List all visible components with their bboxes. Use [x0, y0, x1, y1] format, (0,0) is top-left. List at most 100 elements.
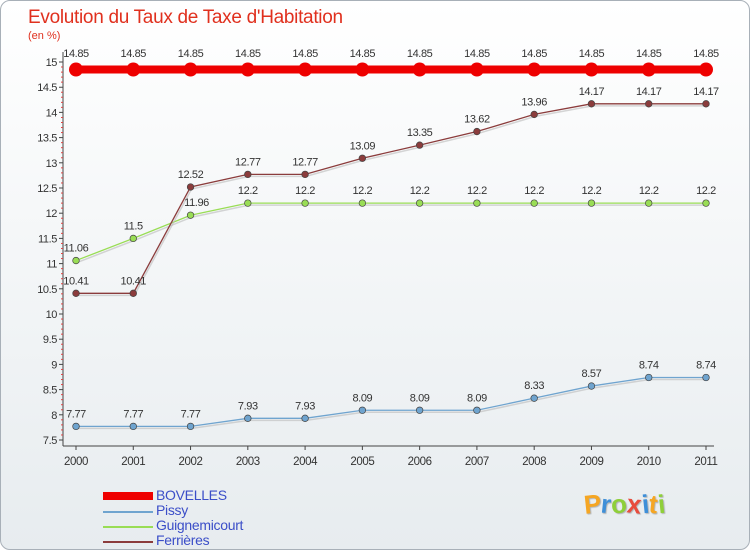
legend-swatch	[103, 511, 153, 513]
data-label: 12.52	[178, 169, 204, 181]
data-label: 14.85	[235, 48, 261, 60]
data-point	[469, 62, 484, 77]
data-label: 7.77	[181, 408, 201, 420]
data-point	[415, 199, 424, 207]
data-point	[641, 62, 656, 77]
series-line-pissy	[76, 376, 706, 428]
data-point	[298, 62, 313, 77]
data-point	[126, 62, 141, 77]
data-label: 11.96	[184, 197, 209, 209]
chart-title: Evolution du Taux de Taxe d'Habitation	[28, 7, 343, 28]
data-point	[72, 256, 80, 265]
data-label: 14.17	[579, 86, 605, 98]
data-point	[72, 422, 80, 431]
data-point	[129, 289, 137, 297]
data-label: 11.5	[124, 220, 143, 232]
data-label: 14.85	[63, 48, 89, 60]
y-tick-label: 14.5	[37, 82, 57, 94]
data-point	[415, 141, 424, 149]
data-label: 12.2	[238, 185, 258, 197]
data-point	[530, 110, 538, 119]
series-line-shadow	[77, 105, 707, 297]
data-label: 13.62	[464, 114, 490, 126]
data-point	[527, 62, 542, 77]
data-label: 12.2	[352, 185, 372, 197]
legend-swatch	[103, 526, 153, 528]
data-label: 14.85	[636, 48, 662, 60]
data-point	[358, 406, 367, 414]
data-point	[699, 62, 713, 77]
y-tick-label: 15	[46, 57, 58, 69]
data-label: 14.85	[464, 48, 490, 60]
data-label: 13.09	[350, 140, 376, 152]
y-tick-label: 12	[46, 208, 58, 220]
data-label: 8.74	[696, 360, 716, 372]
data-point	[587, 382, 596, 390]
data-label: 10.41	[63, 275, 89, 287]
data-point	[301, 170, 309, 179]
data-point	[186, 183, 195, 191]
data-label: 7.93	[295, 400, 315, 412]
data-label: 14.85	[350, 48, 376, 60]
x-tick-label: 2009	[579, 456, 603, 468]
data-point	[240, 62, 255, 77]
x-tick-label: 2007	[465, 456, 489, 468]
data-point	[587, 199, 596, 207]
data-point	[473, 127, 481, 136]
series-line-ferrières	[76, 103, 706, 294]
y-tick-label: 9.5	[43, 334, 57, 346]
data-point	[645, 199, 653, 207]
data-label: 14.85	[407, 48, 433, 60]
data-label: 14.17	[693, 86, 719, 98]
y-tick-label: 8.5	[43, 385, 57, 397]
x-tick-label: 2003	[236, 456, 260, 468]
data-point	[186, 211, 195, 219]
y-tick-label: 11.5	[38, 233, 57, 245]
data-point	[301, 199, 309, 207]
x-tick-label: 2010	[637, 456, 661, 468]
x-tick-label: 2006	[408, 456, 432, 468]
data-point	[412, 62, 427, 77]
y-tick-label: 7.5	[43, 435, 57, 447]
data-point	[355, 62, 370, 77]
data-point	[645, 100, 653, 108]
data-point	[358, 154, 367, 162]
data-label: 12.2	[639, 185, 659, 197]
chart-subtitle: (en %)	[28, 30, 61, 42]
legend-label: Pissy	[156, 502, 188, 518]
y-tick-label: 11	[46, 259, 57, 271]
data-label: 14.85	[579, 48, 605, 60]
data-label: 13.96	[521, 96, 547, 108]
data-point	[186, 422, 195, 431]
data-point	[244, 414, 252, 422]
data-label: 12.77	[292, 156, 318, 168]
y-tick-label: 8	[51, 410, 57, 422]
data-point	[358, 199, 367, 207]
data-label: 10.41	[121, 275, 147, 287]
x-tick-label: 2011	[694, 456, 717, 468]
data-label: 12.2	[295, 185, 315, 197]
x-tick-label: 2004	[293, 456, 318, 468]
data-label: 12.2	[524, 185, 544, 197]
proxiti-logo: Proxiti	[582, 488, 666, 520]
data-label: 12.2	[467, 185, 487, 197]
legend-swatch	[103, 492, 153, 500]
y-tick-label: 10	[46, 309, 58, 321]
data-point	[530, 199, 538, 207]
y-tick-label: 12.5	[37, 183, 57, 195]
data-point	[183, 62, 198, 77]
data-label: 14.85	[292, 48, 318, 60]
y-tick-label: 14	[46, 107, 58, 119]
data-label: 11.06	[64, 243, 89, 255]
data-point	[69, 62, 83, 77]
data-label: 8.09	[410, 392, 430, 404]
data-point	[244, 170, 252, 179]
x-tick-label: 2002	[179, 456, 203, 468]
data-point	[244, 199, 252, 207]
data-point	[129, 234, 137, 243]
data-point	[301, 414, 309, 422]
data-label: 14.85	[178, 48, 204, 60]
x-tick-label: 2001	[121, 456, 145, 468]
